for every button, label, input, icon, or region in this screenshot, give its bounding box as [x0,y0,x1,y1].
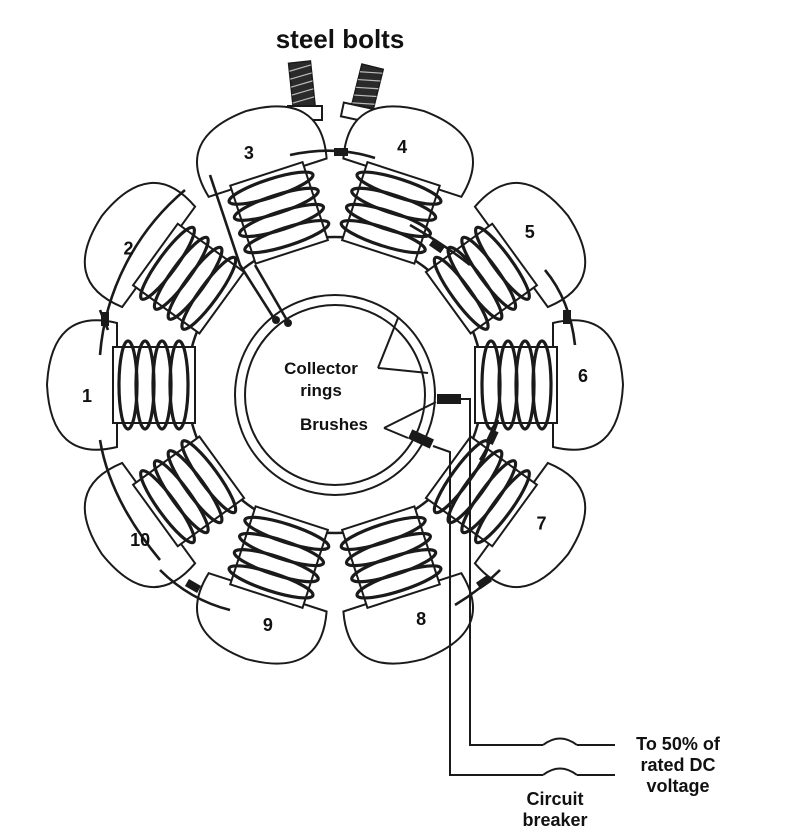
breaker-label-line1: Circuit [526,789,583,809]
supply-label-line2: rated DC [640,755,715,775]
pole-shoe [473,182,587,309]
brush-lower [408,429,434,449]
splice-3-4 [334,148,348,156]
brushes-leader-arrows [383,401,437,439]
pole-label-2: 2 [123,238,133,258]
pole-label-8: 8 [416,609,426,629]
pole-label-3: 3 [244,143,254,163]
pole-label-10: 10 [130,530,150,550]
lead-terminal-a [272,316,280,324]
collector-ring-inner [244,304,426,486]
pole-shoe [195,105,328,199]
pole-label-4: 4 [397,137,407,157]
lead-terminal-b [284,319,292,327]
connecting-wire-1-10 [98,439,161,561]
circuit-breaker-symbol [542,737,615,776]
pole-6 [474,319,625,451]
coil-turn [139,469,197,545]
coil-turn [355,564,443,600]
brush-upper [437,394,461,404]
title-steel-bolts: steel bolts [276,24,405,54]
splice-4-5 [428,238,446,254]
pole-8 [339,505,475,665]
coil-turn [227,564,315,600]
pole-1 [45,319,196,451]
connecting-wire-5-6 [544,269,577,346]
pole-shoe [45,319,118,451]
pole-shoe [83,182,197,309]
connecting-wire-7-8 [454,569,501,607]
splice-2-1 [101,312,109,326]
splice-5-6 [563,310,571,324]
pole-shoe [342,571,475,665]
supply-label-line1: To 50% of [636,734,721,754]
brushes-label: Brushes [300,415,368,434]
pole-10 [83,435,246,588]
connecting-wire-1-2 [98,189,186,356]
pole-label-7: 7 [536,514,546,534]
connecting-wire-3-4 [289,149,376,160]
pole-label-9: 9 [263,615,273,635]
coil-turn [473,469,531,545]
pole-label-5: 5 [525,222,535,242]
supply-label-line3: voltage [646,776,709,796]
splice-7-8 [475,574,493,590]
lead-wire-lower [432,445,543,776]
coil-turn [227,170,315,206]
pole-shoe [473,461,587,588]
pole-3 [195,105,331,265]
pole-label-1: 1 [82,386,92,406]
collector-label-line2: rings [300,381,342,400]
pole-4 [339,105,475,265]
lead-wire-3 [253,264,290,323]
coil-turn [473,225,531,301]
breaker-label-line2: breaker [522,810,587,830]
splice-6-7 [485,428,499,446]
lead-wire-upper [461,398,543,746]
lead-wire-2 [208,174,277,321]
pole-label-6: 6 [578,366,588,386]
pole-2 [83,182,246,335]
collector-ring-outer [234,294,436,496]
coil-turn [531,339,553,431]
pole-5 [424,182,587,335]
coil-turn [117,339,139,431]
pole-9 [195,505,331,665]
collector-leader-arrows [377,317,429,374]
field-poles [45,105,625,665]
pole-shoe [83,461,197,588]
connecting-wire-10-9 [159,569,231,612]
coil-turn [355,170,443,206]
splice-10-9 [184,579,202,593]
pole-shoe [342,105,475,199]
collector-label-line1: Collector [284,359,358,378]
pole-shoe [552,319,625,451]
coil-turn [139,225,197,301]
